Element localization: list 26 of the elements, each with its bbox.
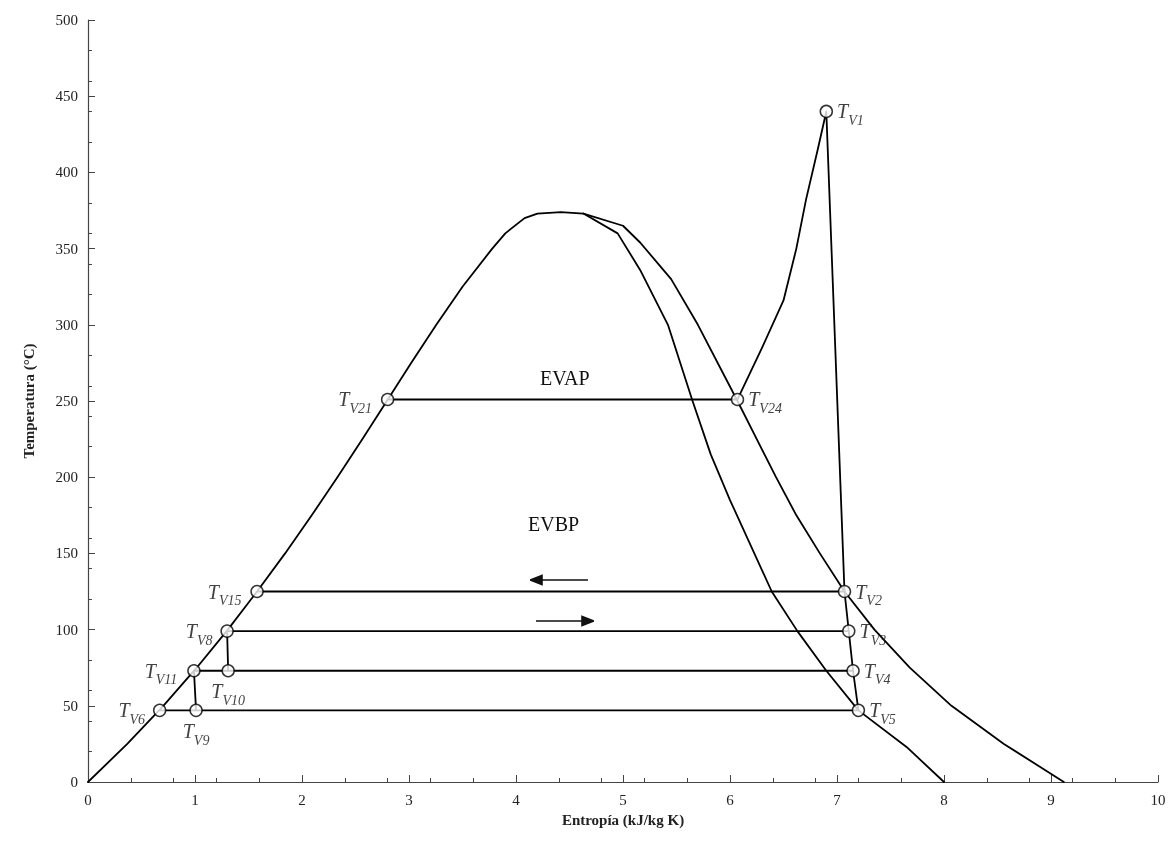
y-axis-title: Temperatura (°C) <box>20 343 38 459</box>
x-tick-label: 6 <box>726 791 735 808</box>
y-tick-label: 300 <box>55 316 78 333</box>
y-tick-label: 150 <box>55 545 78 562</box>
y-tick-label: 500 <box>55 12 78 28</box>
x-tick-label: 1 <box>191 791 199 808</box>
y-tick-label: 0 <box>70 774 78 790</box>
x-tick-label: 5 <box>619 791 627 808</box>
x-tick-label: 8 <box>940 791 948 808</box>
annotation: EVBP <box>528 513 580 535</box>
y-tick-label: 50 <box>63 697 78 714</box>
x-tick-label: 9 <box>1047 791 1055 808</box>
x-tick-label: 2 <box>298 791 306 808</box>
x-tick-label: 10 <box>1150 791 1166 808</box>
y-tick-label: 250 <box>55 393 78 409</box>
x-tick-label: 7 <box>833 791 842 808</box>
x-tick-label: 3 <box>405 791 413 808</box>
x-tick-label: 0 <box>84 791 92 808</box>
y-tick-label: 200 <box>55 469 78 486</box>
y-tick-label: 400 <box>55 164 78 181</box>
y-tick-label: 100 <box>55 621 78 638</box>
x-tick-label: 4 <box>512 791 521 808</box>
annotation: EVAP <box>540 367 590 389</box>
y-tick-label: 350 <box>55 240 78 257</box>
y-tick-label: 450 <box>55 88 78 105</box>
x-axis-title: Entropía (kJ/kg K) <box>561 811 685 829</box>
